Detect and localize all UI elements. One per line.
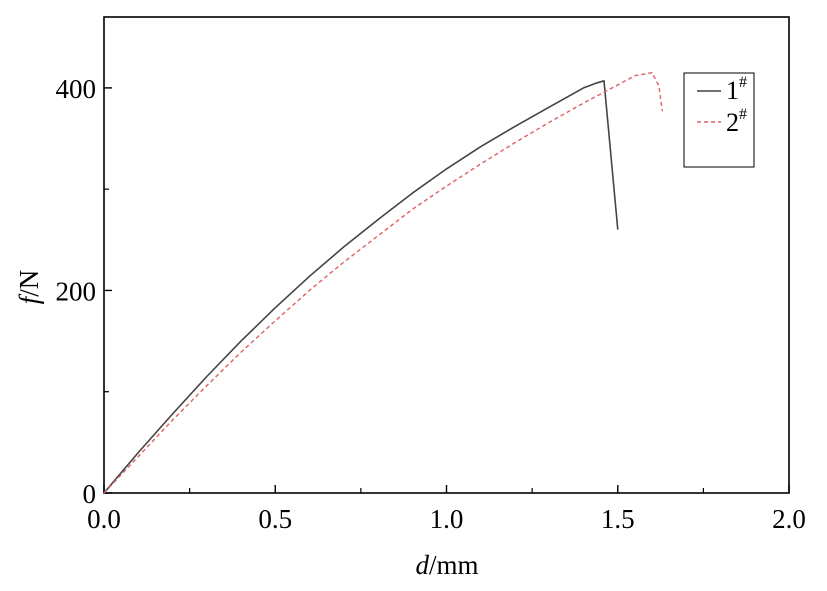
y-tick-label: 0 xyxy=(83,479,97,509)
series-layer xyxy=(103,71,663,494)
legend-box xyxy=(683,72,755,168)
x-tick-label: 0.0 xyxy=(87,504,121,534)
series-line-1 xyxy=(103,80,619,494)
y-axis-label: f/N xyxy=(14,270,44,305)
y-axis-ticks: 0 200 400 xyxy=(56,74,112,509)
x-tick-label: 0.5 xyxy=(258,504,292,534)
x-tick-label: 2.0 xyxy=(772,504,806,534)
legend: 1# 2# xyxy=(683,72,755,168)
x-axis-label: d/mm xyxy=(415,550,478,580)
x-axis-ticks: 0.0 0.5 1.0 1.5 2.0 xyxy=(87,485,806,534)
x-tick-label: 1.0 xyxy=(430,504,464,534)
y-tick-label: 200 xyxy=(56,276,97,306)
series-line-2 xyxy=(103,71,663,494)
legend-label-1: 1# xyxy=(726,74,747,105)
x-tick-label: 1.5 xyxy=(601,504,635,534)
y-tick-label: 400 xyxy=(56,74,97,104)
legend-label-2: 2# xyxy=(726,106,747,137)
